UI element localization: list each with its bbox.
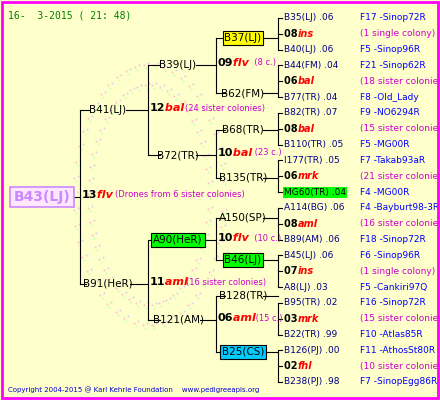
Text: 08: 08 (284, 124, 301, 134)
Text: 12: 12 (150, 103, 165, 113)
Text: B40(LJ) .06: B40(LJ) .06 (284, 45, 334, 54)
Text: A8(LJ) .03: A8(LJ) .03 (284, 282, 328, 292)
Text: F5 -Sinop96R: F5 -Sinop96R (360, 45, 420, 54)
Text: flv: flv (93, 190, 113, 200)
Text: B77(TR) .04: B77(TR) .04 (284, 93, 337, 102)
Text: B95(TR) .02: B95(TR) .02 (284, 298, 337, 307)
Text: 10: 10 (218, 148, 233, 158)
Text: (15 sister colonies): (15 sister colonies) (360, 124, 440, 133)
Text: bal: bal (298, 76, 315, 86)
Text: F4 -Bayburt98-3R: F4 -Bayburt98-3R (360, 204, 439, 212)
Text: 07: 07 (284, 266, 301, 276)
Text: 02: 02 (284, 361, 301, 371)
Text: B39(LJ): B39(LJ) (159, 60, 197, 70)
Text: MG60(TR) .04: MG60(TR) .04 (284, 188, 346, 196)
Text: (10 sister colonies): (10 sister colonies) (360, 362, 440, 371)
Text: (10 c.): (10 c.) (249, 234, 281, 242)
Text: B41(LJ): B41(LJ) (89, 105, 127, 115)
Text: 03: 03 (284, 314, 301, 324)
Text: F21 -Sinop62R: F21 -Sinop62R (360, 61, 425, 70)
Text: F7 -Takab93aR: F7 -Takab93aR (360, 156, 425, 165)
Text: (18 sister colonies): (18 sister colonies) (360, 77, 440, 86)
Text: flv: flv (229, 58, 249, 68)
Text: (21 sister colonies): (21 sister colonies) (360, 172, 440, 181)
Text: bal: bal (229, 148, 252, 158)
Text: B44(FM) .04: B44(FM) .04 (284, 61, 338, 70)
Text: B135(TR): B135(TR) (219, 173, 267, 183)
Text: B128(TR): B128(TR) (219, 291, 267, 301)
Text: B238(PJ) .98: B238(PJ) .98 (284, 378, 340, 386)
Text: F5 -Cankiri97Q: F5 -Cankiri97Q (360, 282, 427, 292)
Text: bal: bal (161, 103, 184, 113)
Text: B37(LJ): B37(LJ) (224, 33, 261, 43)
Text: (1 single colony): (1 single colony) (360, 267, 435, 276)
Text: F8 -Old_Lady: F8 -Old_Lady (360, 93, 419, 102)
Text: (8 c.): (8 c.) (249, 58, 276, 68)
Text: (15 sister colonies): (15 sister colonies) (360, 314, 440, 323)
Text: F16 -Sinop72R: F16 -Sinop72R (360, 298, 426, 307)
Text: F17 -Sinop72R: F17 -Sinop72R (360, 14, 426, 22)
Text: 06: 06 (284, 171, 301, 181)
Text: flv: flv (229, 233, 249, 243)
Text: 16-  3-2015 ( 21: 48): 16- 3-2015 ( 21: 48) (8, 10, 132, 20)
Text: B45(LJ) .06: B45(LJ) .06 (284, 251, 334, 260)
Text: aml: aml (298, 219, 318, 229)
Text: (15 c.): (15 c.) (253, 314, 282, 322)
Text: (16 sister colonies): (16 sister colonies) (186, 278, 266, 286)
Text: B22(TR) .99: B22(TR) .99 (284, 330, 337, 339)
Text: F6 -Sinop96R: F6 -Sinop96R (360, 251, 420, 260)
Text: A90(HeR): A90(HeR) (153, 235, 203, 245)
Text: (16 sister colonies): (16 sister colonies) (360, 219, 440, 228)
Text: (Drones from 6 sister colonies): (Drones from 6 sister colonies) (115, 190, 245, 200)
Text: B110(TR) .05: B110(TR) .05 (284, 140, 343, 149)
Text: ins: ins (298, 29, 314, 39)
Text: B43(LJ): B43(LJ) (14, 190, 70, 204)
Text: B62(FM): B62(FM) (221, 88, 264, 98)
Text: A114(BG) .06: A114(BG) .06 (284, 204, 345, 212)
Text: ins: ins (298, 266, 314, 276)
Text: (1 single colony): (1 single colony) (360, 29, 435, 38)
Text: 08: 08 (284, 29, 301, 39)
Text: B72(TR): B72(TR) (157, 150, 199, 160)
Text: (23 c.): (23 c.) (252, 148, 282, 158)
Text: F4 -MG00R: F4 -MG00R (360, 188, 409, 196)
Text: B121(AM): B121(AM) (153, 315, 203, 325)
Text: B25(CS): B25(CS) (222, 347, 264, 357)
Text: B89(AM) .06: B89(AM) .06 (284, 235, 340, 244)
Text: 09: 09 (218, 58, 234, 68)
Text: B68(TR): B68(TR) (222, 125, 264, 135)
Text: 08: 08 (284, 219, 301, 229)
Text: fhl: fhl (298, 361, 313, 371)
Text: F5 -MG00R: F5 -MG00R (360, 140, 410, 149)
Text: F18 -Sinop72R: F18 -Sinop72R (360, 235, 426, 244)
Text: F11 -AthosSt80R: F11 -AthosSt80R (360, 346, 435, 355)
Text: I177(TR) .05: I177(TR) .05 (284, 156, 340, 165)
Text: F9 -NO6294R: F9 -NO6294R (360, 108, 420, 118)
Text: A150(SP): A150(SP) (219, 213, 267, 223)
Text: 06: 06 (284, 76, 301, 86)
Text: bal: bal (298, 124, 315, 134)
Text: 10: 10 (218, 233, 233, 243)
Text: 13: 13 (82, 190, 97, 200)
Text: 06: 06 (218, 313, 234, 323)
Text: 11: 11 (150, 277, 165, 287)
Text: F10 -Atlas85R: F10 -Atlas85R (360, 330, 423, 339)
Text: B91(HeR): B91(HeR) (83, 279, 133, 289)
Text: (24 sister colonies): (24 sister colonies) (185, 104, 265, 112)
Text: B126(PJ) .00: B126(PJ) .00 (284, 346, 340, 355)
Text: mrk: mrk (298, 314, 319, 324)
Text: F7 -SinopEgg86R: F7 -SinopEgg86R (360, 378, 437, 386)
Text: Copyright 2004-2015 @ Karl Kehrle Foundation    www.pedigreeapis.org: Copyright 2004-2015 @ Karl Kehrle Founda… (8, 386, 259, 393)
Text: B82(TR) .07: B82(TR) .07 (284, 108, 337, 118)
Text: mrk: mrk (298, 171, 319, 181)
Text: B35(LJ) .06: B35(LJ) .06 (284, 14, 334, 22)
Text: aml: aml (161, 277, 188, 287)
Text: aml: aml (229, 313, 256, 323)
Text: B46(LJ): B46(LJ) (224, 255, 261, 265)
